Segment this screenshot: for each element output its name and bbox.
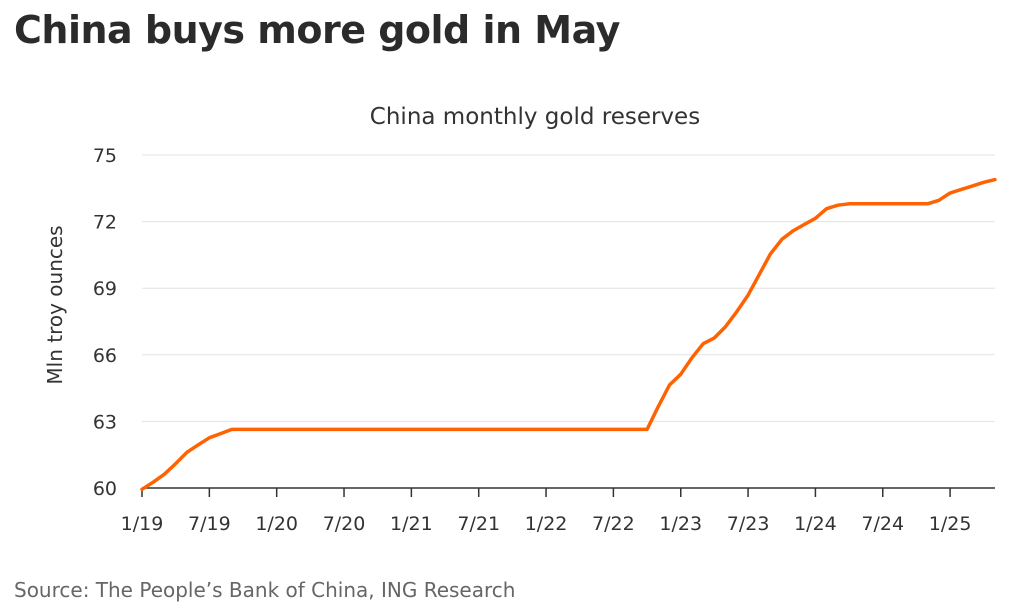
page-title: China buys more gold in May [14, 8, 620, 52]
x-tick-label: 7/21 [457, 513, 500, 535]
x-tick-label: 1/21 [390, 513, 433, 535]
x-tick-label: 7/24 [861, 513, 904, 535]
y-tick-label: 69 [93, 278, 117, 300]
y-tick-label: 72 [93, 212, 117, 234]
x-tick-label: 7/22 [592, 513, 635, 535]
series-line [140, 177, 997, 492]
x-tick-label: 1/25 [929, 513, 972, 535]
x-tick-label: 1/19 [121, 513, 164, 535]
y-tick-label: 60 [93, 478, 117, 500]
y-tick-label: 66 [93, 345, 117, 367]
x-tick-label: 7/19 [188, 513, 231, 535]
chart-title: China monthly gold reserves [370, 104, 700, 130]
series-group [140, 177, 997, 492]
y-tick-label: 63 [93, 411, 117, 433]
x-tick-label: 7/23 [727, 513, 770, 535]
x-tick-label: 7/20 [323, 513, 366, 535]
x-tick-label: 1/24 [794, 513, 837, 535]
x-tick-label: 1/20 [255, 513, 298, 535]
y-axis-label: Mln troy ounces [43, 225, 67, 384]
source-note: Source: The People’s Bank of China, ING … [14, 578, 516, 602]
y-axis-ticks: 60 63 66 69 72 75 [93, 145, 117, 500]
x-axis: 1/19 7/19 1/20 7/20 1/21 7/21 1/22 7/22 1/23 7/23… [121, 487, 995, 535]
gridlines [142, 154, 995, 422]
y-tick-label: 75 [93, 145, 117, 167]
x-tick-label: 1/23 [659, 513, 702, 535]
x-tick-label: 1/22 [525, 513, 568, 535]
